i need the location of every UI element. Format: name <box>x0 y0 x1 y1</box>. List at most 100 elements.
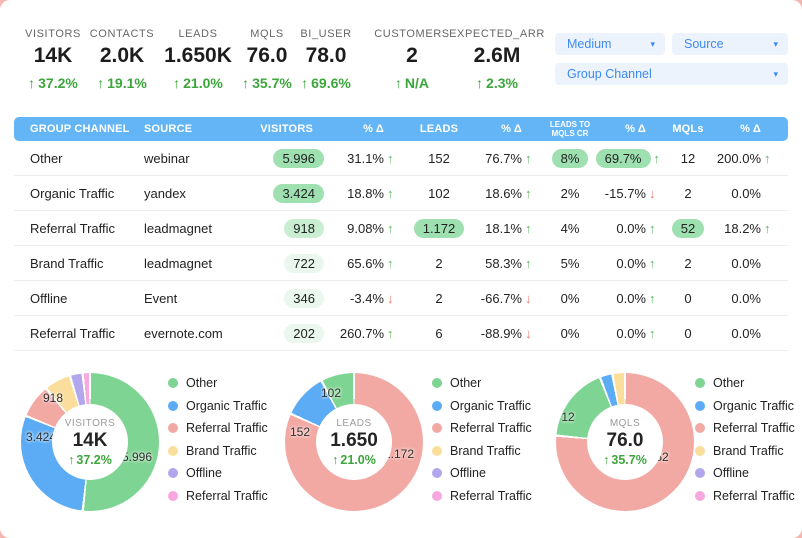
legend-dot-icon <box>432 423 442 433</box>
arrow-up-icon: ↑ <box>68 452 75 467</box>
legend-item[interactable]: Referral Traffic <box>432 487 562 505</box>
cell-visitors-delta: 18.8% ↑ <box>324 186 398 201</box>
legend-dot-icon <box>432 400 442 411</box>
donut-center-value: 14K <box>72 429 108 451</box>
legend-item[interactable]: Other <box>432 374 562 392</box>
leads-donut-chart[interactable]: 1.172 152 102 LEADS 1.650 ↑ 21.0% <box>285 373 423 511</box>
cell-mqls: 2 <box>684 255 692 271</box>
legend-dot-icon <box>695 445 705 456</box>
legend-item[interactable]: Organic Traffic <box>432 397 562 415</box>
col-header-leads-to-mqls-cr[interactable]: LEADS TO MQLS CR <box>549 120 591 138</box>
kpi-label: BI_USER <box>300 28 352 40</box>
medium-dropdown[interactable]: Medium ▾ <box>555 33 665 55</box>
legend-dot-icon <box>695 490 705 501</box>
cell-visitors: 918 <box>248 218 324 238</box>
legend-item[interactable]: Other <box>695 374 802 392</box>
donut-center-label: VISITORS <box>64 417 116 429</box>
trend-arrow-icon: ↑ <box>653 150 661 166</box>
legend-item[interactable]: Referral Traffic <box>695 419 802 437</box>
col-header-leads-delta[interactable]: % Δ <box>501 123 522 135</box>
source-dropdown[interactable]: Source ▾ <box>672 33 788 55</box>
col-header-leads[interactable]: LEADS <box>419 123 459 135</box>
kpi-label: CONTACTS <box>89 28 155 40</box>
kpi-mqls: MQLS 76.0 ↑ 35.7% <box>242 28 292 91</box>
legend-item[interactable]: Referral Traffic <box>695 487 802 505</box>
trend-arrow-icon: ↑ <box>764 150 771 166</box>
cell-leads: 152 <box>428 150 450 166</box>
cell-cr: 0% <box>560 290 580 306</box>
cell-cr-delta: 0.0% ↑ <box>604 256 660 271</box>
table-row[interactable]: Brand Traffic leadmagnet 722 65.6% ↑ 2 58… <box>14 246 788 281</box>
chevron-down-icon: ▾ <box>773 68 778 79</box>
trend-arrow-icon: ↑ <box>649 220 656 236</box>
cell-cr: 8% <box>536 148 604 168</box>
trend-arrow-icon: ↑ <box>764 220 771 236</box>
cell-mqls-delta: 0.0% <box>731 185 761 201</box>
col-header-mqls[interactable]: MQLs <box>672 123 704 135</box>
legend-item[interactable]: Organic Traffic <box>695 397 802 415</box>
kpi-label: CUSTOMERS <box>374 28 450 40</box>
legend-item[interactable]: Other <box>168 374 298 392</box>
legend-item[interactable]: Organic Traffic <box>168 397 298 415</box>
donut-center-value: 1.650 <box>330 429 378 451</box>
trend-arrow-icon: ↓ <box>525 325 532 341</box>
legend-item[interactable]: Referral Traffic <box>432 419 562 437</box>
col-header-visitors-delta[interactable]: % Δ <box>363 123 384 135</box>
visitors-chart-legend: Other Organic Traffic Referral Traffic B… <box>168 374 298 509</box>
col-header-group-channel[interactable]: GROUP CHANNEL <box>30 123 130 135</box>
table-row[interactable]: Organic Traffic yandex 3.424 18.8% ↑ 102 … <box>14 176 788 211</box>
donut-center-value: 76.0 <box>606 429 644 451</box>
cell-mqls: 2 <box>684 185 692 201</box>
donut-center-delta: ↑ 35.7% <box>603 452 647 467</box>
kpi-label: LEADS <box>178 28 218 40</box>
kpi-label: EXPECTED_ARR <box>449 28 545 40</box>
legend-item[interactable]: Offline <box>168 464 298 482</box>
donut-center-label: MQLS <box>609 417 641 429</box>
cell-visitors-delta: 260.7% ↑ <box>324 326 398 341</box>
legend-item[interactable]: Brand Traffic <box>168 442 298 460</box>
table-header: GROUP CHANNEL SOURCE VISITORS % Δ LEADS … <box>14 117 788 141</box>
cell-visitors: 5.996 <box>248 148 324 168</box>
trend-arrow-icon: ↑ <box>387 255 394 271</box>
legend-item[interactable]: Referral Traffic <box>168 487 298 505</box>
slice-label: 3.424 <box>25 430 57 444</box>
slice-label: 918 <box>42 391 64 405</box>
kpi-delta-value: 35.7% <box>252 75 292 91</box>
legend-item[interactable]: Referral Traffic <box>168 419 298 437</box>
group-channel-dropdown[interactable]: Group Channel ▾ <box>555 63 788 85</box>
visitors-donut-chart[interactable]: 5.996 3.424 918 VISITORS 14K ↑ 37.2% <box>21 373 159 511</box>
col-header-visitors[interactable]: VISITORS <box>260 123 313 135</box>
cell-leads-delta: 76.7% ↑ <box>480 151 536 166</box>
cell-group-channel: Referral Traffic <box>30 325 116 341</box>
col-header-source[interactable]: SOURCE <box>144 123 193 135</box>
col-header-mqls-delta[interactable]: % Δ <box>740 123 761 135</box>
table-row[interactable]: Offline Event 346 -3.4% ↓ 2 -66.7% ↓ 0% 0.… <box>14 281 788 316</box>
cell-visitors: 722 <box>248 253 324 273</box>
col-header-cr-delta[interactable]: % Δ <box>625 123 646 135</box>
donut-center-delta: ↑ 37.2% <box>68 452 112 467</box>
arrow-up-icon: ↑ <box>28 75 36 91</box>
mqls-donut-chart[interactable]: 12 52 MQLS 76.0 ↑ 35.7% <box>556 373 694 511</box>
trend-arrow-icon: ↑ <box>387 185 394 201</box>
cell-mqls-delta: 0.0% <box>731 325 761 341</box>
legend-item[interactable]: Brand Traffic <box>695 442 802 460</box>
table-row[interactable]: Referral Traffic leadmagnet 918 9.08% ↑ 1… <box>14 211 788 246</box>
legend-dot-icon <box>168 490 178 501</box>
medium-dropdown-label: Medium <box>567 37 612 51</box>
legend-item[interactable]: Offline <box>695 464 802 482</box>
cell-leads-delta: 18.1% ↑ <box>480 221 536 236</box>
mqls-chart-legend: Other Organic Traffic Referral Traffic B… <box>695 374 802 509</box>
cell-source: Event <box>144 290 178 306</box>
cell-leads-delta: 58.3% ↑ <box>480 256 536 271</box>
legend-dot-icon <box>168 400 178 411</box>
table-row[interactable]: Other webinar 5.996 31.1% ↑ 152 76.7% ↑ 8%… <box>14 141 788 176</box>
legend-item[interactable]: Offline <box>432 464 562 482</box>
table-row[interactable]: Referral Traffic evernote.com 202 260.7%… <box>14 316 788 351</box>
cell-mqls: 12 <box>680 150 696 166</box>
legend-item[interactable]: Brand Traffic <box>432 442 562 460</box>
legend-dot-icon <box>432 490 442 501</box>
cell-cr: 2% <box>560 185 580 201</box>
legend-dot-icon <box>695 423 705 433</box>
slice-label: 12 <box>561 410 575 424</box>
trend-arrow-icon: ↑ <box>387 325 394 341</box>
